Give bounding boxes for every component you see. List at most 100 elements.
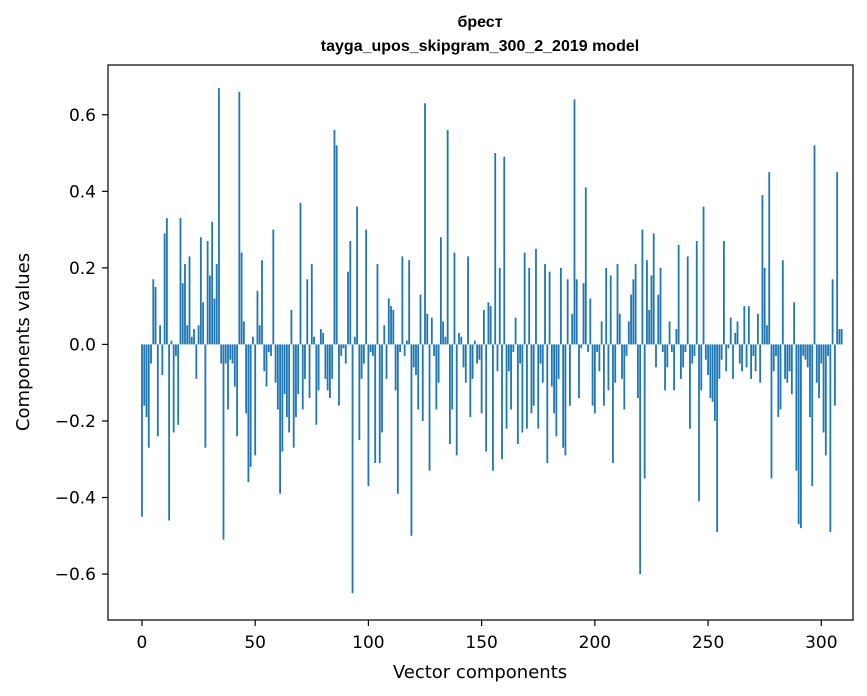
bar-5 [152,279,155,345]
bar-134 [444,336,447,345]
bar-274 [761,195,764,345]
bar-150 [480,344,483,414]
bar-201 [596,344,599,353]
bar-259 [727,344,730,349]
bar-9 [161,344,164,376]
bar-291 [800,344,802,529]
bar-142 [462,344,465,368]
x-tick-label: 0 [137,633,148,653]
bar-145 [469,344,472,418]
bar-289 [795,344,798,471]
bar-131 [437,344,440,383]
bar-246 [698,344,700,502]
bar-12 [168,344,171,521]
bar-139 [455,344,458,456]
bar-153 [487,302,490,345]
bar-33 [215,264,218,345]
bar-98 [362,344,365,364]
bar-43 [238,91,241,345]
x-tick-label: 200 [579,633,611,653]
bar-268 [747,306,750,345]
bar-229 [659,267,662,345]
x-tick-label: 50 [244,633,266,653]
bar-54 [263,344,266,372]
bar-243 [691,344,694,364]
bar-132 [439,237,442,345]
plot-frame [107,64,854,621]
bar-6 [154,287,157,345]
bar-61 [279,344,281,494]
bar-136 [449,344,451,444]
bar-192 [575,279,578,345]
bar-271 [754,344,757,372]
bar-62 [281,344,284,452]
bar-111 [392,309,395,345]
bar-207 [609,275,612,345]
bar-254 [716,344,719,532]
bar-220 [639,344,642,575]
bar-65 [288,344,291,433]
bar-178 [544,264,546,345]
bar-141 [460,336,463,345]
bar-92 [349,241,352,345]
bar-172 [530,344,533,414]
bar-49 [252,336,254,345]
bar-294 [806,344,809,368]
bar-303 [827,344,829,356]
bar-247 [700,344,703,391]
bar-122 [417,344,420,410]
bar-236 [675,329,678,345]
y-axis-ticks: −0.6 −0.4 −0.2 0.0 0.2 0.4 0.6 [55,106,108,585]
bar-205 [605,267,608,345]
bar-193 [578,344,580,398]
bar-10 [163,233,166,345]
bar-37 [224,344,227,364]
bar-230 [661,344,664,353]
bar-301 [822,344,825,433]
bar-232 [666,344,669,368]
bar-79 [319,329,322,345]
bar-129 [433,344,435,356]
bar-235 [673,344,676,391]
bar-284 [784,344,786,379]
bar-67 [292,344,295,448]
bar-218 [634,264,637,345]
bar-4 [150,344,152,364]
bar-204 [603,344,605,406]
x-tick-label: 100 [352,633,384,653]
bar-17 [179,218,182,345]
bar-167 [519,344,522,364]
bar-71 [301,344,304,410]
bar-187 [564,344,567,456]
bar-81 [324,344,327,379]
bar-190 [571,313,574,345]
bar-1 [143,344,146,406]
bar-19 [184,264,186,345]
bar-156 [494,153,497,345]
bar-194 [580,344,583,349]
bar-41 [233,344,236,387]
bar-22 [190,336,193,345]
bar-128 [430,317,433,345]
y-tick-label: 0.6 [69,106,96,126]
bar-15 [175,344,177,356]
bar-116 [403,344,406,356]
bar-166 [516,344,519,444]
bar-292 [802,344,805,356]
bar-126 [426,313,429,345]
bar-76 [313,336,315,345]
y-tick-label: 0.4 [69,182,96,202]
bar-88 [340,344,343,356]
bar-39 [229,344,232,360]
bar-242 [689,344,691,429]
bar-58 [272,229,275,345]
bar-296 [811,344,814,487]
bar-231 [664,344,666,391]
bar-68 [295,344,297,418]
bar-121 [415,344,417,376]
bar-137 [451,344,454,410]
bar-305 [831,279,834,345]
bar-248 [702,206,705,345]
bar-163 [510,344,512,410]
bar-87 [338,344,340,406]
